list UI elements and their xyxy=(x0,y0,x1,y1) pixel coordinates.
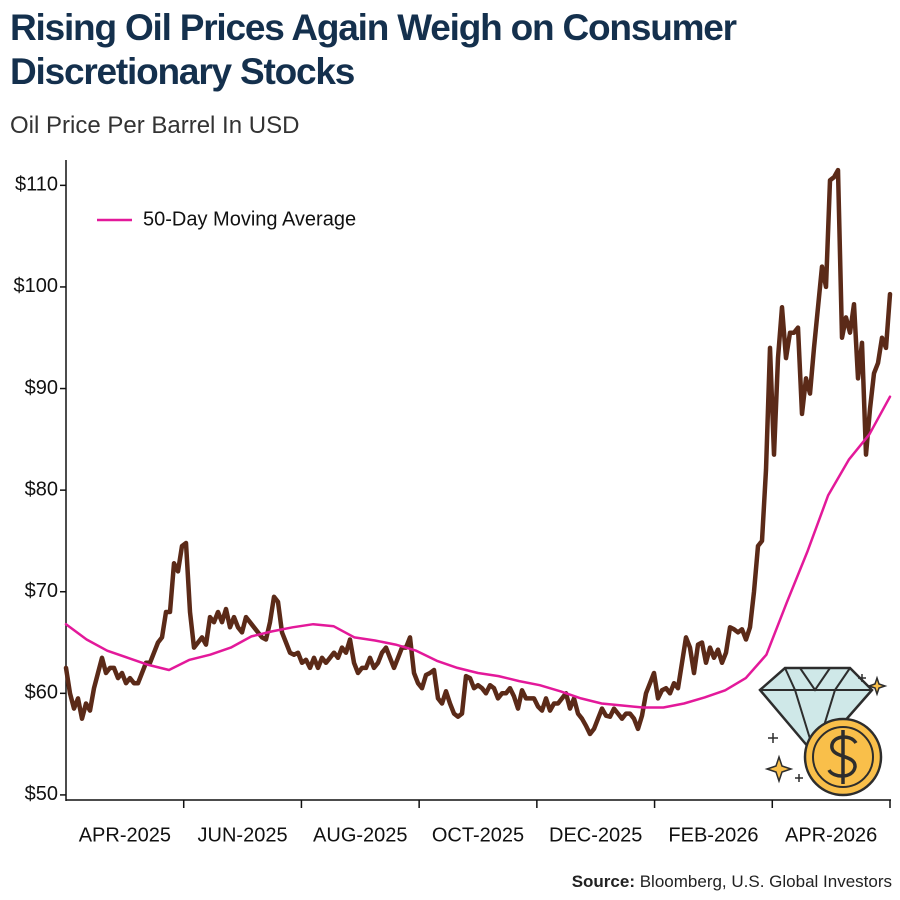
x-tick-label: FEB-2026 xyxy=(668,824,758,846)
y-tick-label: $90 xyxy=(25,377,58,399)
y-tick-label: $80 xyxy=(25,478,58,500)
x-tick-label: JUN-2025 xyxy=(198,824,288,846)
chart-subtitle: Oil Price Per Barrel In USD xyxy=(10,112,300,139)
chart-title: Rising Oil Prices Again Weigh on Consume… xyxy=(10,7,737,92)
decoration-icon xyxy=(758,666,888,797)
y-tick-label: $50 xyxy=(25,783,58,805)
x-tick-label: APR-2025 xyxy=(79,824,171,846)
data-line xyxy=(63,167,893,737)
y-tick-label: $110 xyxy=(15,174,58,196)
y-tick-label: $60 xyxy=(25,682,58,704)
x-tick-label: OCT-2025 xyxy=(432,824,524,846)
source-label: Source: xyxy=(571,872,635,891)
x-tick-label: AUG-2025 xyxy=(313,824,408,846)
y-tick-label: $100 xyxy=(14,275,59,297)
x-tick-label: DEC-2025 xyxy=(549,824,642,846)
source-text: Bloomberg, U.S. Global Investors xyxy=(639,872,892,891)
x-tick-label: APR-2026 xyxy=(785,824,877,846)
data-line xyxy=(64,395,892,709)
y-tick-label: $70 xyxy=(25,580,58,602)
source-note: Source: Bloomberg, U.S. Global Investors xyxy=(572,872,892,892)
legend-label: 50-Day Moving Average xyxy=(143,208,356,230)
